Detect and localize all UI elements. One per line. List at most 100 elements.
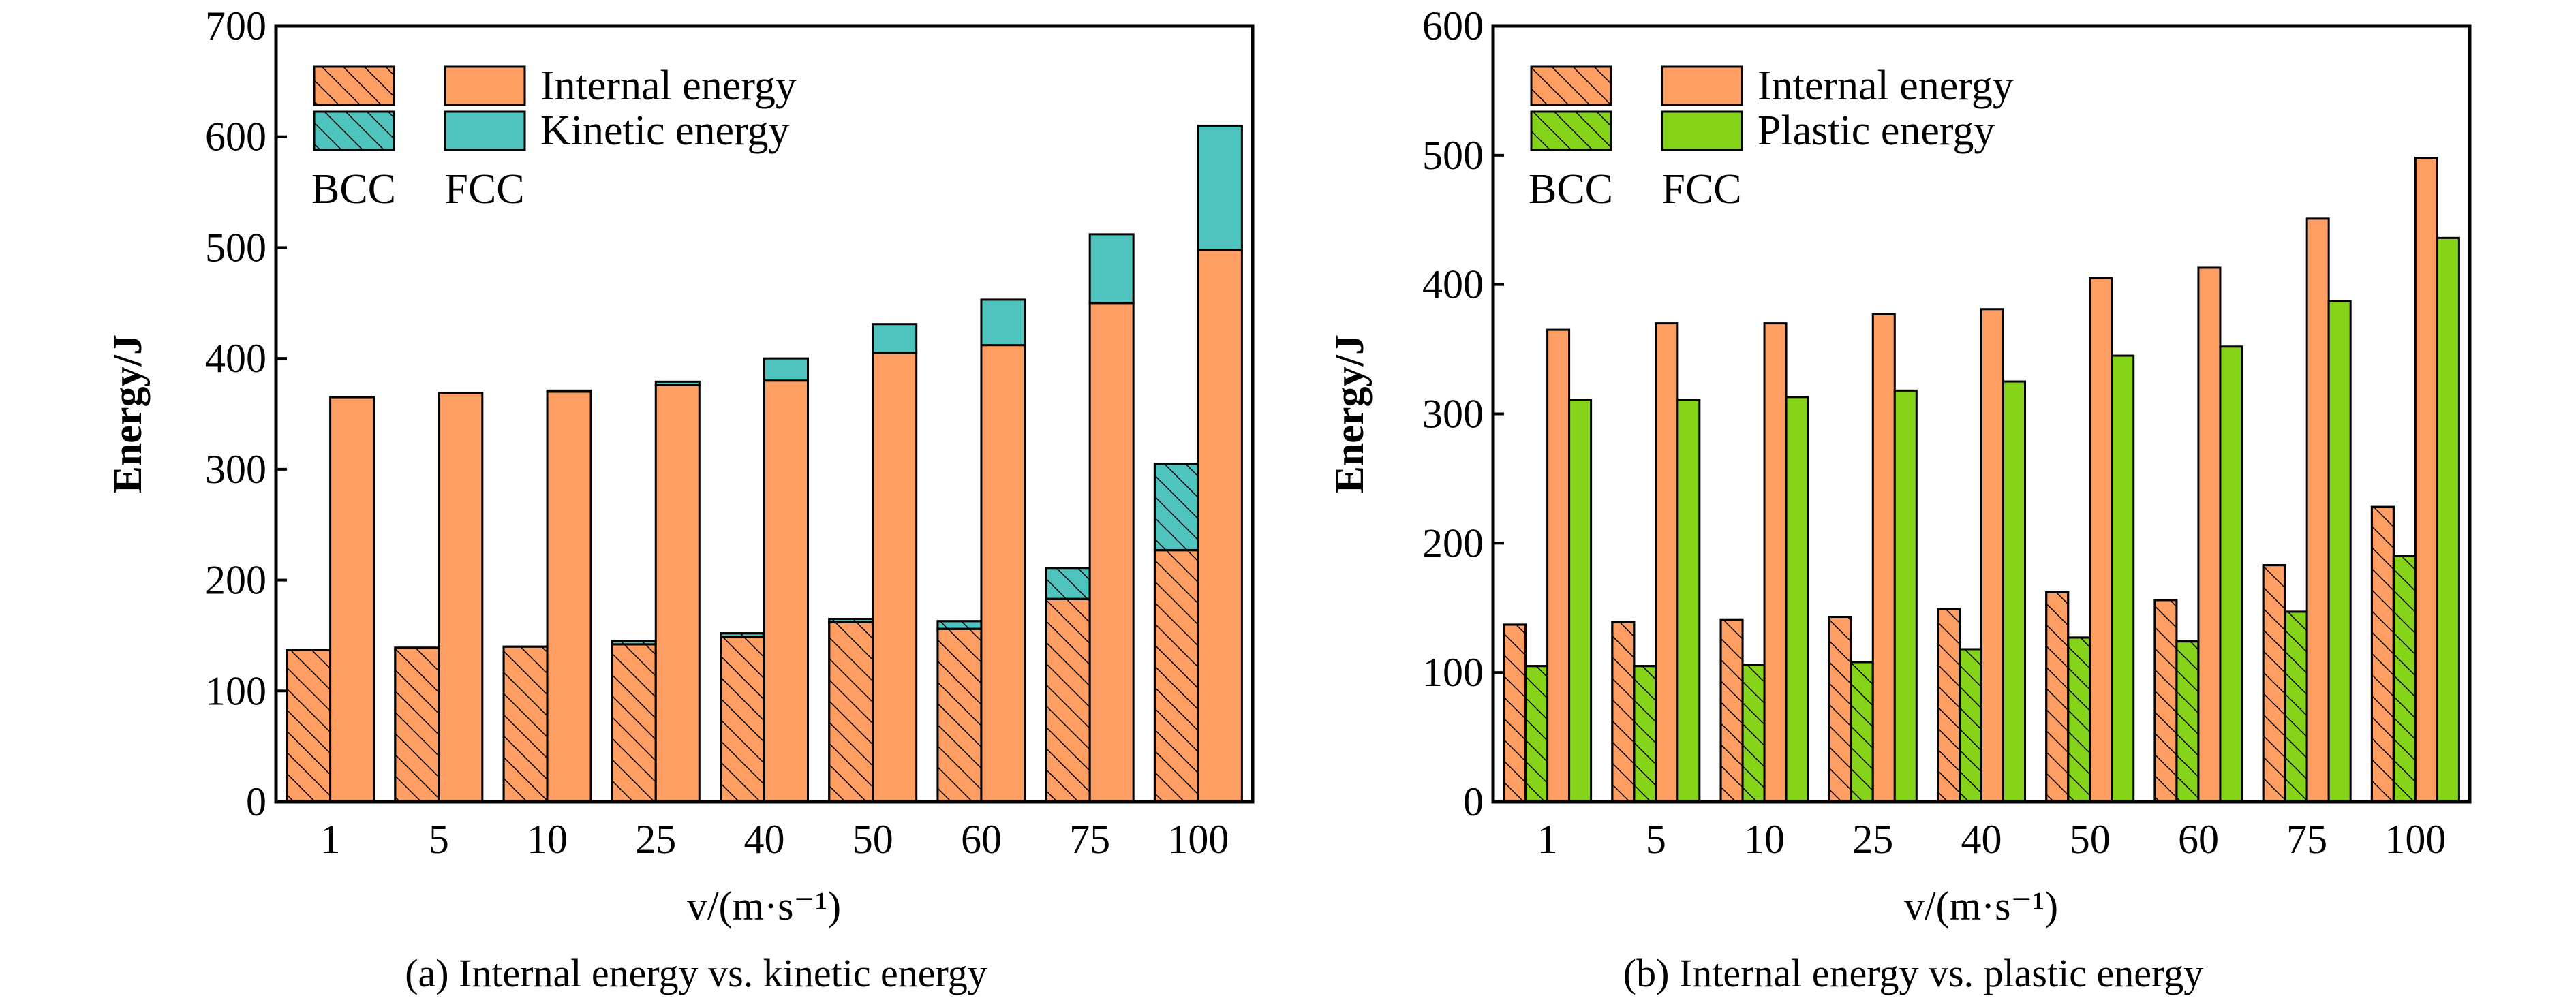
bar-fcc-internal <box>1088 302 1135 803</box>
bar-fcc-internal <box>2305 217 2330 803</box>
bar-fcc-internal <box>980 344 1026 803</box>
bar-fcc-internal <box>2089 277 2113 803</box>
legend-swatch-fcc <box>444 110 526 151</box>
y-axis-label: Energy/J <box>105 334 150 493</box>
y-tick-label: 200 <box>1422 520 1484 565</box>
bar-fcc-kinetic <box>980 298 1026 347</box>
bar-hatch <box>936 620 983 630</box>
bar-fcc-kinetic <box>546 389 592 393</box>
bar-fcc-internal <box>546 390 592 803</box>
bar-fcc-internal <box>763 379 809 803</box>
legend-swatch-hatch <box>1530 65 1612 106</box>
bar-hatch <box>2392 555 2417 803</box>
legend-swatch-hatch <box>313 65 395 106</box>
bar-hatch <box>828 618 874 623</box>
bar-hatch <box>1850 661 1874 803</box>
bar-fcc-internal <box>1655 322 1679 803</box>
x-tick-label: 50 <box>853 817 893 862</box>
bar-fcc-kinetic <box>872 323 918 354</box>
bar-fcc-internal <box>872 352 918 803</box>
bar-hatch <box>1611 621 1636 803</box>
legend-swatch-fcc <box>1661 110 1743 151</box>
bar-hatch <box>1959 648 1982 803</box>
bar-fcc-internal <box>329 396 375 803</box>
bar-fcc-kinetic <box>1088 233 1135 305</box>
bar-hatch <box>828 621 874 803</box>
bar-fcc-internal <box>654 384 701 803</box>
x-tick-label: 25 <box>1852 817 1893 862</box>
y-tick-label: 100 <box>205 668 266 713</box>
chart-b: v/(m·s⁻¹) 1 5 10 25 40 50 60 75 100 0 100 200 300 400… <box>1327 3 2472 995</box>
bar-fcc-internal <box>1546 328 1571 803</box>
bar-hatch <box>1524 665 1549 803</box>
bar-hatch <box>1633 665 1657 803</box>
plot-frame <box>274 24 1255 804</box>
bar-hatch <box>2153 599 2178 803</box>
legend-structure-label: BCC <box>1529 166 1613 213</box>
bar-hatch <box>1045 597 1091 803</box>
bar-fcc-plastic <box>2002 380 2026 803</box>
bar-hatch <box>394 646 440 803</box>
bar-hatch <box>286 649 332 803</box>
caption: (a) Internal energy vs. kinetic energy <box>405 951 987 995</box>
legend-label: Plastic energy <box>1758 108 1995 154</box>
bar-fcc-plastic <box>2327 300 2352 803</box>
bar-fcc-kinetic <box>763 357 809 382</box>
bar-hatch <box>2045 591 2070 803</box>
y-tick-label: 500 <box>1422 133 1484 178</box>
x-tick-label: 50 <box>2070 817 2111 862</box>
y-tick-label: 300 <box>205 447 266 492</box>
y-tick-label: 200 <box>205 558 266 603</box>
legend-label: Kinetic energy <box>540 108 790 154</box>
y-tick-label: 400 <box>205 336 266 381</box>
legend-structure-label: FCC <box>444 166 524 213</box>
legend-label: Internal energy <box>540 63 797 109</box>
y-tick-label: 0 <box>1463 779 1484 824</box>
legend-structure-label: BCC <box>311 166 396 213</box>
legend-swatch-hatch <box>313 110 395 151</box>
x-tick-label: 1 <box>1537 817 1558 862</box>
bar-hatch <box>1937 608 1961 803</box>
bar-fcc-internal <box>1197 249 1243 803</box>
y-tick-label: 600 <box>1422 3 1484 48</box>
bar-hatch <box>1153 549 1199 803</box>
bar-hatch <box>611 640 657 646</box>
y-tick-label: 100 <box>1422 650 1484 695</box>
bar-fcc-internal <box>1980 308 2004 803</box>
x-axis-label: v/(m·s⁻¹) <box>1904 884 2058 929</box>
x-tick-label: 75 <box>2286 817 2327 862</box>
bar-fcc-plastic <box>1568 399 1593 803</box>
x-tick-label: 100 <box>1167 817 1229 862</box>
y-tick-label: 0 <box>246 779 266 824</box>
x-tick-label: 1 <box>320 817 341 862</box>
bar-fcc-internal <box>438 392 484 803</box>
bar-fcc-kinetic <box>654 380 701 386</box>
bar-fcc-internal <box>2197 266 2222 803</box>
bar-hatch <box>2284 610 2308 803</box>
x-tick-label: 100 <box>2385 817 2446 862</box>
legend-structure-label: FCC <box>1661 166 1741 213</box>
y-tick-label: 600 <box>205 114 266 159</box>
bar-hatch <box>2067 636 2091 803</box>
chart-a: v/(m·s⁻¹) 1 5 10 25 40 50 60 75 100 0 100 200 300 400… <box>105 3 1255 995</box>
bar-fcc-internal <box>1871 313 1896 803</box>
bar-hatch <box>720 636 765 803</box>
x-tick-label: 5 <box>429 817 449 862</box>
x-tick-label: 60 <box>961 817 1002 862</box>
x-tick-label: 25 <box>635 817 676 862</box>
x-tick-label: 5 <box>1646 817 1666 862</box>
x-tick-label: 75 <box>1069 817 1110 862</box>
bar-hatch <box>1045 567 1091 600</box>
bar-fcc-plastic <box>1785 396 1809 803</box>
x-tick-label: 40 <box>1961 817 2002 862</box>
y-tick-label: 700 <box>205 3 266 48</box>
x-tick-label: 10 <box>1744 817 1785 862</box>
bar-fcc-plastic <box>2436 236 2460 803</box>
x-tick-label: 60 <box>2178 817 2219 862</box>
legend-swatch-fcc <box>444 65 526 106</box>
y-tick-label: 300 <box>1422 392 1484 437</box>
bar-hatch <box>2262 564 2286 803</box>
bar-fcc-plastic <box>1676 399 1701 803</box>
bar-fcc-kinetic <box>1197 124 1243 251</box>
